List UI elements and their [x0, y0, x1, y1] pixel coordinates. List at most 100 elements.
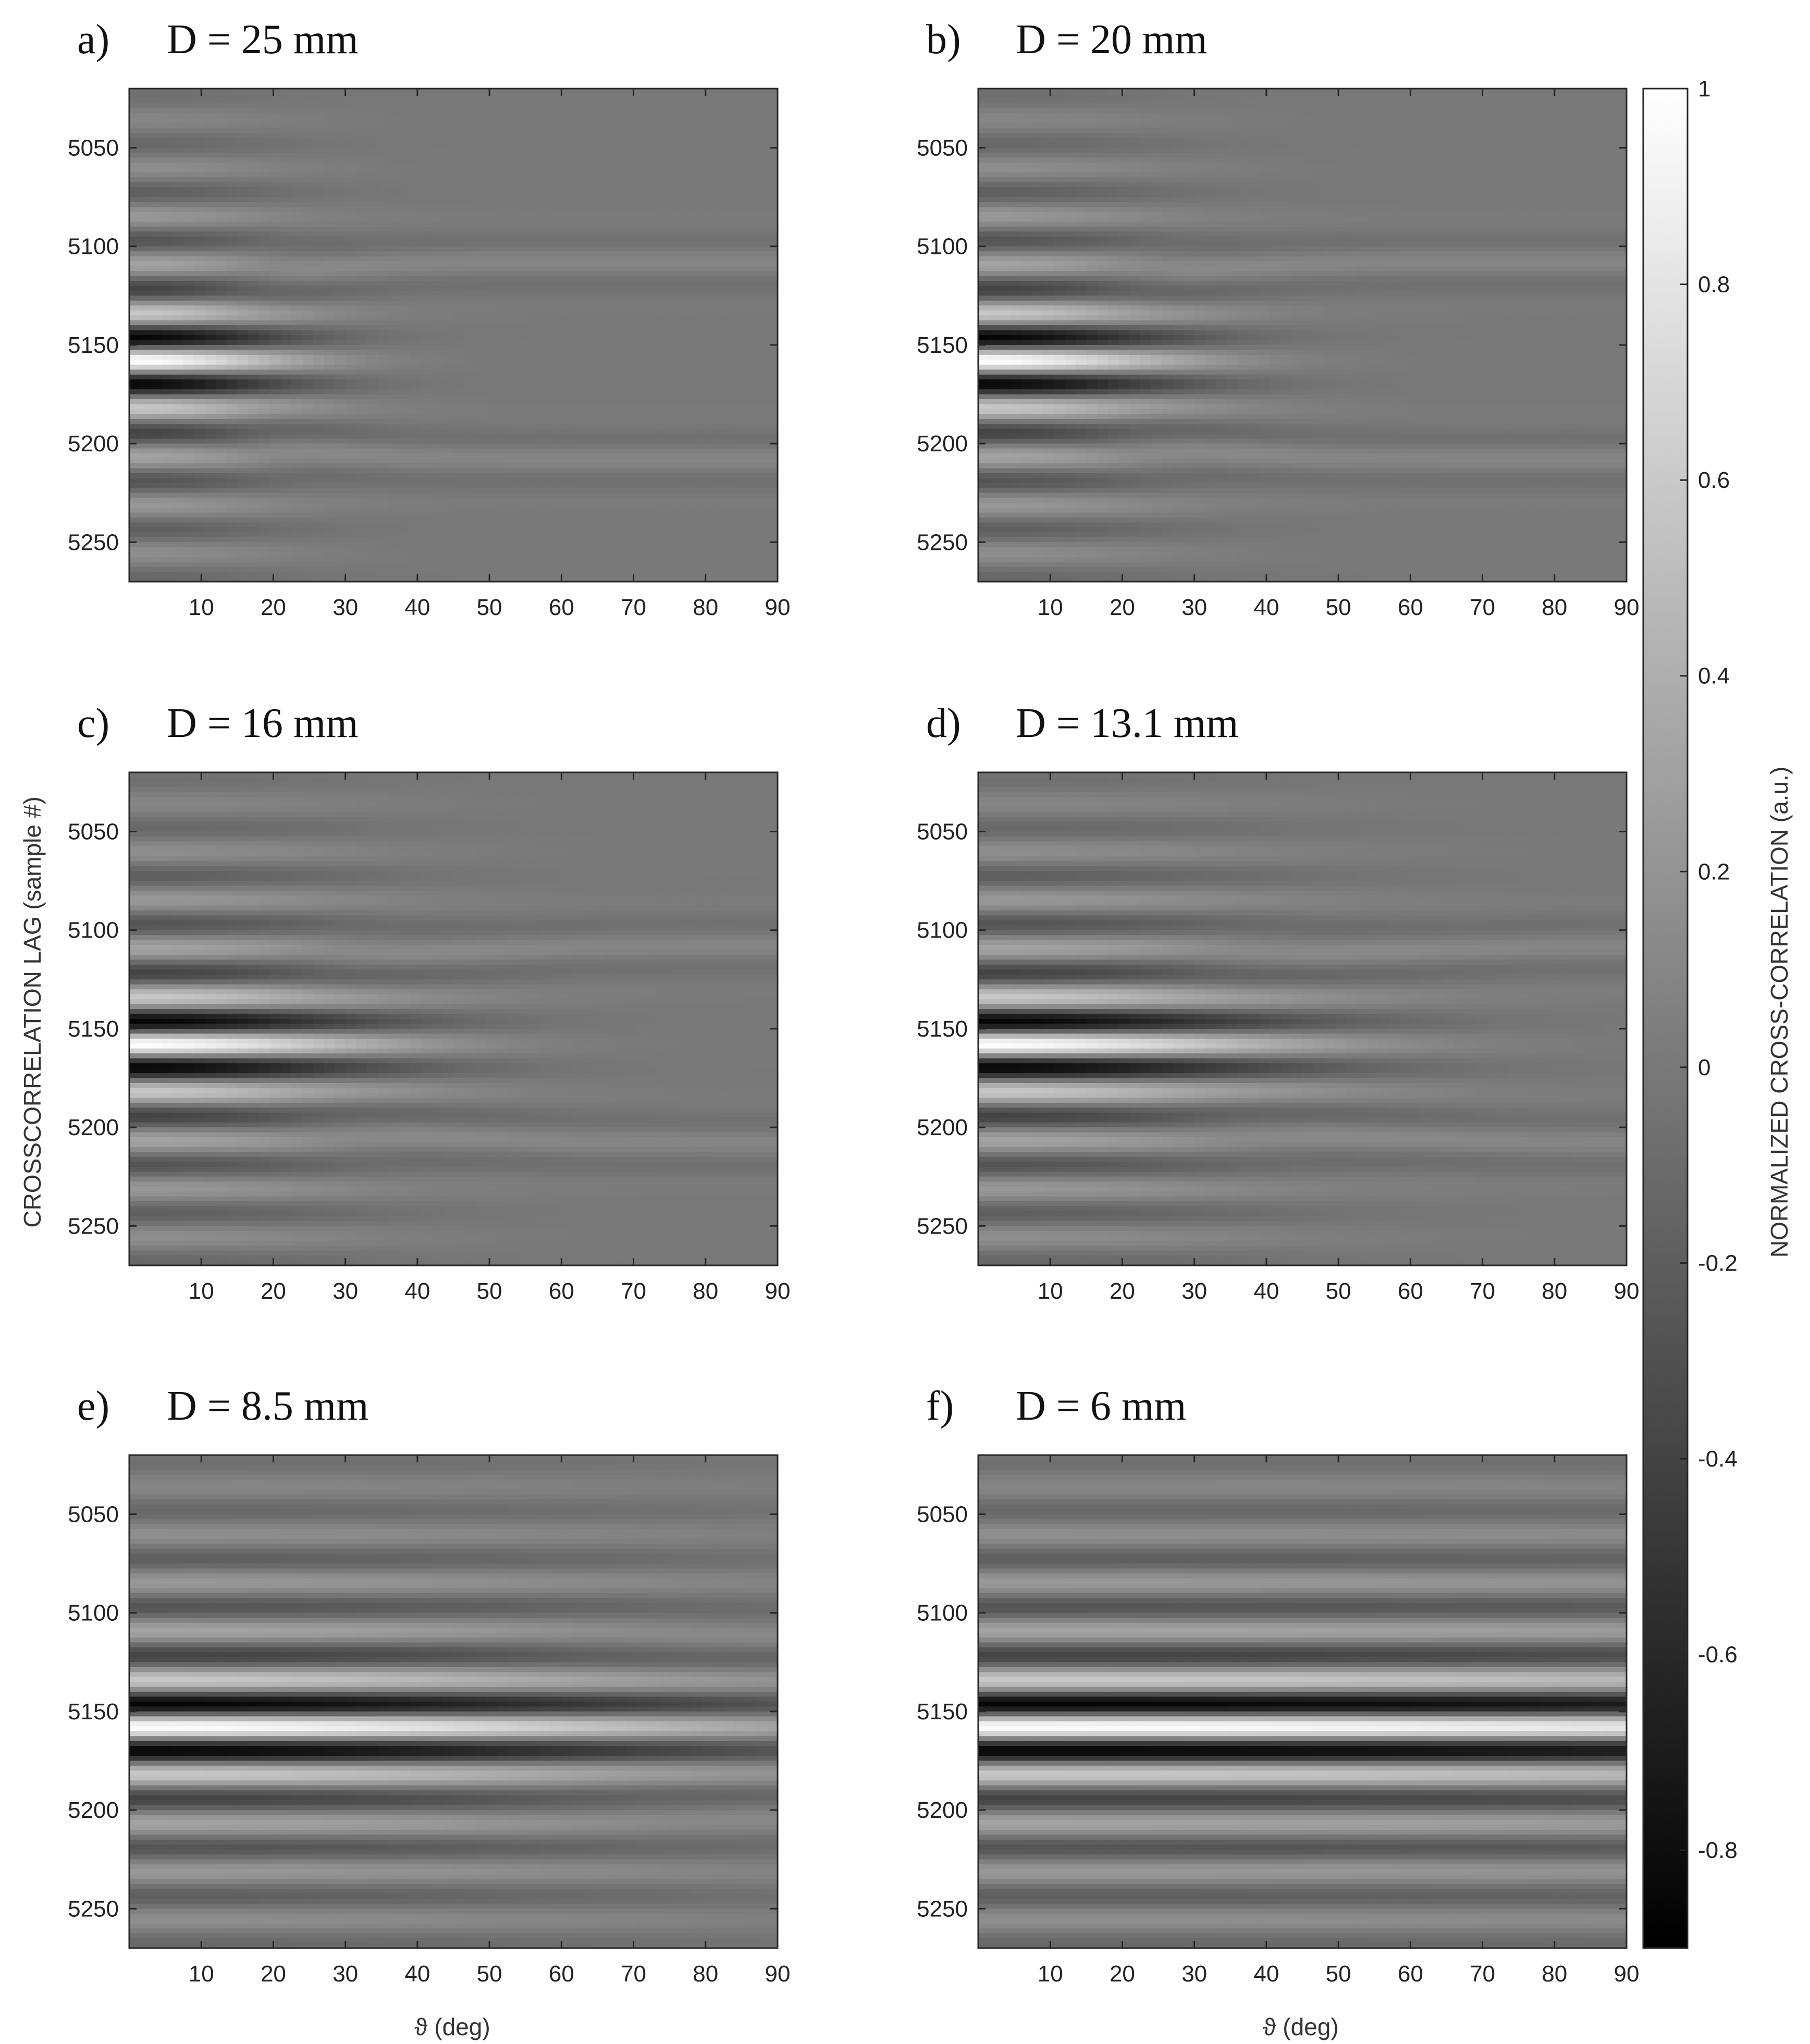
heatmap-cell [432, 438, 443, 444]
heatmap-cell [302, 424, 314, 429]
heatmap-cell [529, 147, 540, 153]
heatmap-cell [496, 251, 508, 257]
heatmap-cell [324, 300, 335, 306]
heatmap-cell [334, 453, 346, 459]
heatmap-cell [205, 89, 216, 94]
heatmap-cell [529, 340, 540, 346]
heatmap-cell [194, 518, 205, 523]
heatmap-cell [140, 552, 152, 558]
heatmap-cell [496, 167, 508, 173]
heatmap-cell [226, 434, 238, 439]
heatmap-cell [226, 483, 238, 488]
heatmap-cell [615, 118, 627, 124]
heatmap-cell [172, 246, 184, 252]
heatmap-cell [637, 256, 648, 262]
heatmap-cell [215, 374, 227, 380]
heatmap-cell [626, 266, 638, 272]
heatmap-cell [572, 103, 584, 109]
heatmap-cell [486, 492, 497, 498]
heatmap-cell [464, 364, 476, 370]
heatmap-cell [561, 576, 573, 582]
heatmap-cell [421, 576, 433, 582]
heatmap-cell [529, 128, 540, 133]
heatmap-cell [518, 379, 530, 385]
heatmap-cell [507, 478, 519, 484]
heatmap-cell [324, 103, 335, 109]
heatmap-cell [151, 394, 162, 400]
heatmap-cell [302, 483, 314, 488]
heatmap-cell [356, 256, 367, 262]
heatmap-cell [140, 438, 152, 444]
heatmap-cell [215, 138, 227, 143]
heatmap-cell [410, 138, 422, 143]
heatmap-cell [269, 162, 281, 168]
heatmap-cell [410, 453, 422, 459]
heatmap-cell [410, 340, 422, 346]
heatmap-cell [345, 89, 356, 94]
heatmap-cell [258, 241, 270, 247]
heatmap-cell [388, 448, 400, 454]
heatmap-cell [442, 399, 454, 405]
heatmap-cell [648, 492, 659, 498]
heatmap-cell [637, 162, 648, 168]
heatmap-cell [345, 276, 356, 281]
heatmap-cell [377, 261, 389, 267]
heatmap-cell [258, 290, 270, 296]
heatmap-cell [194, 424, 205, 429]
heatmap-cell [453, 147, 465, 153]
heatmap-cell [626, 453, 638, 459]
heatmap-cell [194, 552, 205, 558]
heatmap-cell [367, 182, 378, 188]
heatmap-cell [550, 344, 562, 350]
heatmap-cell [280, 152, 292, 158]
heatmap-cell [605, 152, 616, 158]
heatmap-cell [280, 226, 292, 232]
heatmap-cell [377, 123, 389, 129]
heatmap-cell [442, 576, 454, 582]
heatmap-cell [486, 320, 497, 326]
heatmap-cell [507, 118, 519, 124]
heatmap-cell [518, 89, 530, 94]
heatmap-cell [637, 537, 648, 543]
heatmap-cell [129, 108, 141, 114]
heatmap-cell [162, 444, 173, 449]
heatmap-cell [194, 468, 205, 474]
heatmap-cell [496, 118, 508, 124]
heatmap-cell [432, 266, 443, 272]
heatmap-cell [637, 498, 648, 503]
heatmap-cell [140, 261, 152, 267]
heatmap-cell [529, 216, 540, 223]
heatmap-cell [658, 512, 670, 518]
heatmap-cell [550, 508, 562, 513]
heatmap-cell [594, 295, 605, 301]
heatmap-cell [280, 344, 292, 350]
heatmap-cell [432, 123, 443, 129]
heatmap-cell [183, 463, 194, 469]
heatmap-cell [507, 197, 519, 203]
heatmap-cell [658, 162, 670, 168]
heatmap-cell [269, 167, 281, 173]
heatmap-cell [539, 177, 551, 183]
heatmap-cell [334, 498, 346, 503]
heatmap-cell [215, 133, 227, 139]
heatmap-cell [237, 187, 249, 193]
heatmap-cell [129, 290, 141, 296]
heatmap-cell [464, 118, 476, 124]
heatmap-cell [615, 98, 627, 104]
heatmap-cell [302, 162, 314, 168]
heatmap-cell [248, 93, 260, 99]
heatmap-cell [626, 202, 638, 207]
heatmap-cell [280, 414, 292, 420]
heatmap-cell [280, 325, 292, 331]
heatmap-cell [345, 389, 356, 395]
heatmap-cell [399, 231, 411, 237]
heatmap-cell [269, 512, 281, 518]
heatmap-cell [151, 547, 162, 552]
heatmap-cell [626, 502, 638, 508]
heatmap-cell [442, 344, 454, 350]
heatmap-cell [140, 212, 152, 217]
heatmap-cell [269, 261, 281, 267]
heatmap-cell [313, 231, 324, 237]
heatmap-cell [345, 374, 356, 380]
heatmap-cell [302, 542, 314, 548]
